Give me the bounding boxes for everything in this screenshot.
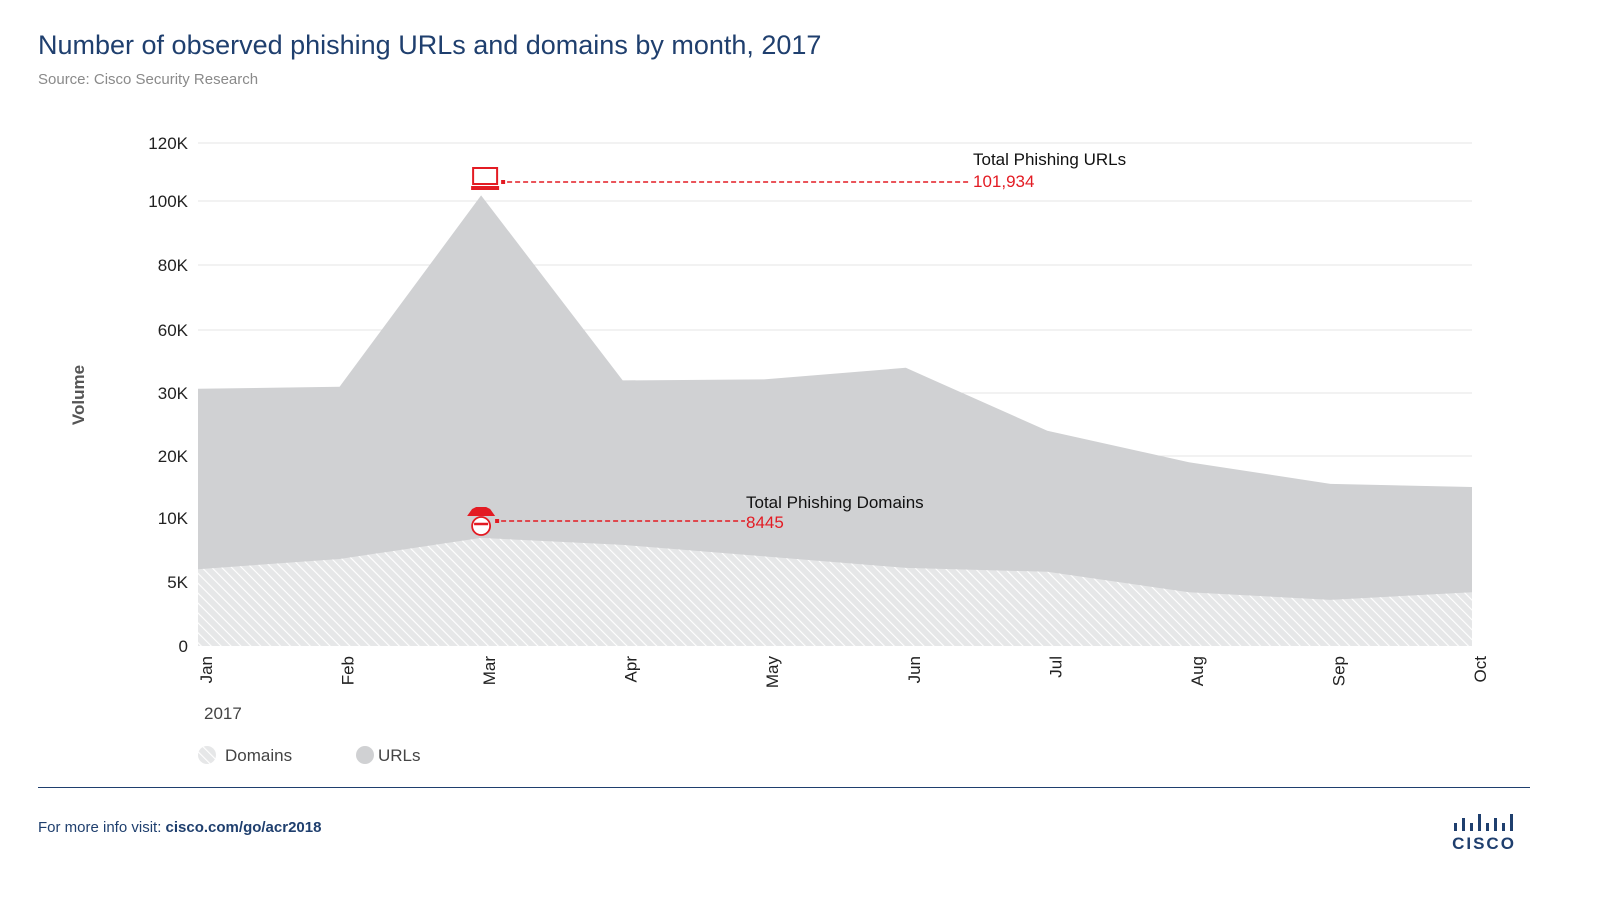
footer-divider xyxy=(38,787,1530,788)
y-tick-label: 5K xyxy=(167,573,188,592)
spy-face xyxy=(471,516,492,536)
x-tick-label: Jun xyxy=(905,656,924,683)
y-tick-label: 120K xyxy=(148,134,188,153)
x-tick-label: Apr xyxy=(622,656,641,683)
urls-annotation-label: Total Phishing URLs xyxy=(973,150,1126,169)
x-tick-label: Oct xyxy=(1471,656,1490,683)
y-axis-label: Volume xyxy=(69,365,88,425)
y-tick-label: 100K xyxy=(148,192,188,211)
x-tick-label: Jan xyxy=(197,656,216,683)
chart-source: Source: Cisco Security Research xyxy=(38,71,259,88)
y-tick-label: 0 xyxy=(179,637,188,656)
spy-hat-icon xyxy=(467,507,496,516)
y-tick-label: 80K xyxy=(158,256,189,275)
domains-annotation-label: Total Phishing Domains xyxy=(746,493,924,512)
urls-annotation-value: 101,934 xyxy=(973,172,1034,191)
series-domains-area xyxy=(198,537,1472,646)
urls-marker xyxy=(501,180,506,184)
legend-domains-label: Domains xyxy=(225,746,292,765)
laptop-icon xyxy=(472,167,499,185)
footer-info: For more info visit: cisco.com/go/acr201… xyxy=(38,819,321,836)
chart-title: Number of observed phishing URLs and dom… xyxy=(38,30,822,60)
cisco-logo: CISCO xyxy=(1452,814,1516,853)
svg-text:CISCO: CISCO xyxy=(1452,834,1516,853)
x-tick-label: Jul xyxy=(1046,656,1065,678)
series-urls-area xyxy=(198,195,1472,646)
laptop-base xyxy=(471,186,500,190)
phishing-area-chart: 0 5K 10K 20K 30K 60K 80K 100K 120K Volume Jan Feb Ma… xyxy=(69,134,1490,765)
domains-marker xyxy=(495,519,500,523)
y-tick-label: 10K xyxy=(158,509,189,528)
y-tick-label: 60K xyxy=(158,321,189,340)
x-tick-label: Mar xyxy=(480,656,499,686)
footer-link[interactable]: cisco.com/go/acr2018 xyxy=(165,819,322,836)
legend-urls-swatch xyxy=(356,746,374,764)
domains-annotation-value: 8445 xyxy=(746,513,784,532)
x-tick-label: May xyxy=(763,656,782,689)
y-tick-label: 30K xyxy=(158,384,189,403)
footer-prefix: For more info visit: xyxy=(38,819,166,836)
y-tick-label: 20K xyxy=(158,447,189,466)
legend-domains-swatch xyxy=(198,746,216,764)
x-tick-label: Feb xyxy=(339,656,358,685)
year-label: 2017 xyxy=(204,704,242,723)
x-tick-label: Sep xyxy=(1329,656,1348,686)
x-tick-label: Aug xyxy=(1188,656,1207,686)
legend-urls-label: URLs xyxy=(378,746,421,765)
